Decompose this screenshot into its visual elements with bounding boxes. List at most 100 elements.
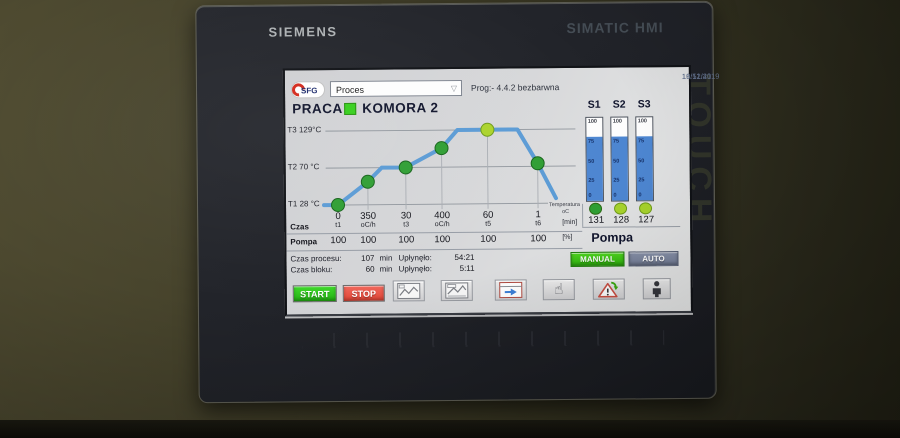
pompa-cell: 100: [330, 234, 347, 247]
sensor-s2-temp: 128: [613, 214, 630, 226]
screen-switch-icon: [499, 281, 523, 299]
x-tick: 400: [434, 210, 451, 222]
run-indicator: [344, 102, 357, 115]
trend-screen-button[interactable]: [392, 280, 425, 302]
trend-overview-icon: [445, 282, 469, 299]
start-button[interactable]: START: [292, 285, 337, 303]
bar-tick: 100: [612, 118, 623, 125]
chamber-label: KOMORA 2: [362, 100, 439, 116]
bar-tick: 75: [612, 138, 620, 145]
divider: [286, 247, 583, 252]
bar-tick: 50: [613, 158, 620, 165]
sensor-s3-bargraph: 100 75 50 25 0: [635, 116, 655, 202]
bar-tick: 50: [638, 158, 645, 165]
x-tick: 0: [335, 211, 341, 223]
uplynelo-value: 5:11: [459, 263, 475, 273]
bar-tick: 100: [587, 118, 598, 125]
y-axis-label-t3: T3 129°C: [287, 125, 322, 135]
alarm-ack-icon: [598, 281, 619, 298]
time-label: 16:51:41: [681, 71, 712, 82]
bar-tick: 25: [613, 177, 620, 184]
x-tick: 30: [400, 210, 412, 222]
bar-fill: [611, 136, 628, 201]
sensor-s2-bargraph: 100 75 50 25 0: [610, 116, 630, 202]
siemens-logo: SIEMENS: [268, 24, 338, 40]
hmi-panel: SIEMENS SIMATIC HMI TOUCH SFG Proces ▽ P…: [195, 0, 719, 404]
czas-bloku-label: Czas bloku:: [290, 265, 333, 275]
sensor-s3-indicator: [639, 202, 653, 215]
pump-auto-button[interactable]: AUTO: [628, 251, 679, 267]
pump-manual-button[interactable]: MANUAL: [570, 251, 625, 268]
user-login-button[interactable]: [642, 278, 671, 300]
sensor-s3-header: S3: [637, 98, 651, 111]
x-tick: 350: [360, 210, 377, 222]
pompa-cell: 100: [398, 234, 415, 246]
program-label: Prog:- 4.4.2 bezbarwna: [470, 82, 560, 93]
bar-fill: [636, 136, 653, 201]
function-key-strip: [302, 330, 665, 349]
pct-unit-label: [%]: [562, 233, 573, 242]
state-label: PRACA: [292, 100, 343, 117]
uplynelo-label: Upłynęło:: [398, 264, 432, 274]
czas-procesu-label: Czas procesu:: [290, 254, 342, 264]
czas-procesu-unit: min: [379, 253, 393, 263]
touch-hand-icon: ☝: [554, 280, 564, 299]
screen-select-value: Proces: [335, 84, 365, 96]
sensor-s1-bargraph: 100 75 50 25 0: [585, 116, 605, 202]
czas-cell: t5: [485, 220, 492, 228]
stop-button[interactable]: STOP: [342, 284, 385, 302]
sensor-s1-indicator: [589, 202, 603, 215]
temperature-profile-chart: [322, 122, 576, 213]
min-unit-label: [min]: [562, 218, 578, 227]
setpoint-dot: [360, 174, 375, 189]
y-axis-label-t1: T1 28 °C: [287, 199, 320, 209]
screen-select-dropdown[interactable]: Proces ▽: [329, 79, 463, 98]
profile-line: [322, 127, 558, 208]
pompa-cell: 100: [480, 233, 497, 245]
bar-tick: 0: [638, 192, 642, 199]
czas-cell: oC/h: [360, 221, 376, 229]
sfg-logo: SFG: [289, 80, 326, 100]
bar-tick: 25: [588, 177, 595, 184]
trend-chart-icon: [397, 282, 421, 300]
y-axis-label-t2: T2 70 °C: [287, 162, 320, 172]
czas-procesu-value: 107: [361, 253, 375, 263]
uplynelo-label: Upłynęło:: [398, 253, 432, 263]
x-tick: 1: [535, 209, 541, 221]
simatic-hmi-label: SIMATIC HMI: [566, 19, 664, 37]
sfg-logo-text: SFG: [300, 86, 318, 96]
setpoint-dot: [530, 156, 545, 171]
setpoint-dot: [398, 160, 413, 175]
bar-tick: 50: [588, 158, 595, 165]
manual-touch-button[interactable]: ☝: [542, 278, 575, 301]
pompa-section-title: Pompa: [591, 230, 634, 245]
temperatura-mini-unit: oC: [562, 209, 570, 216]
czas-cell: t1: [335, 222, 342, 230]
pompa-row-label: Pompa: [290, 237, 318, 247]
sensor-s3-temp: 127: [638, 214, 655, 226]
pompa-cell: 100: [530, 233, 547, 245]
setpoint-dot: [331, 198, 346, 213]
czas-bloku-value: 60: [365, 264, 375, 274]
bar-tick: 0: [588, 192, 592, 199]
shadow-strip: [0, 420, 900, 438]
sensor-s1-header: S1: [587, 98, 601, 111]
sensor-s2-header: S2: [612, 98, 626, 111]
bar-tick: 100: [637, 118, 648, 125]
pompa-cell: 100: [434, 234, 451, 246]
bar-tick: 75: [637, 138, 645, 145]
trend-overview-button[interactable]: [440, 279, 473, 302]
czas-cell: t3: [403, 221, 410, 229]
active-setpoint-dot: [480, 122, 495, 137]
setpoint-dot: [434, 141, 449, 156]
czas-row-label: Czas: [290, 222, 309, 232]
pompa-cell: 100: [360, 234, 377, 246]
sensor-s1-temp: 131: [588, 214, 605, 226]
alarm-ack-button[interactable]: [592, 278, 625, 300]
temps-bracket: [582, 203, 584, 227]
bar-fill: [586, 136, 603, 201]
x-tick: 60: [482, 209, 494, 221]
screen-switch-button[interactable]: [494, 279, 527, 301]
hmi-screen: SFG Proces ▽ Prog:- 4.4.2 bezbarwna 19/1…: [282, 64, 719, 317]
